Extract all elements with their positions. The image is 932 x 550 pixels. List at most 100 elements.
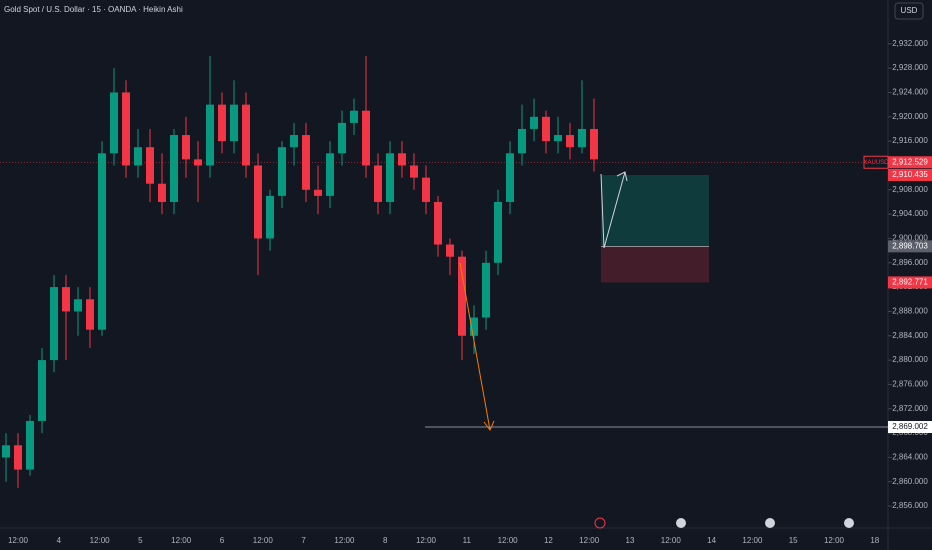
candle-body (134, 147, 142, 166)
event-icon[interactable] (594, 517, 606, 529)
candle-body (122, 92, 130, 166)
currency-label[interactable]: USD (901, 6, 918, 15)
y-tick-label: 2,908.000 (892, 185, 928, 194)
candle-body (566, 135, 574, 148)
entry-label: 2,898.703 (892, 241, 928, 250)
candle-body (2, 445, 10, 458)
candle-body (26, 420, 34, 470)
candle-body (74, 299, 82, 312)
chart-title: Gold Spot / U.S. Dollar · 15 · OANDA · H… (4, 5, 183, 14)
x-tick-label: 15 (789, 536, 798, 545)
level-label-bg (888, 421, 932, 434)
x-tick-label: 6 (220, 536, 225, 545)
x-tick-label: 12:00 (824, 536, 845, 545)
x-tick-label: 12:00 (742, 536, 763, 545)
x-tick-label: 18 (870, 536, 879, 545)
candle-body (590, 128, 598, 160)
candle-body (446, 244, 454, 257)
candle-body (554, 135, 562, 142)
candle-body (158, 183, 166, 202)
profit-zone (601, 174, 709, 247)
y-tick-label: 2,920.000 (892, 112, 928, 121)
candle-body (230, 104, 238, 142)
x-tick-label: 4 (57, 536, 62, 545)
candle-body (110, 92, 118, 154)
y-tick-label: 2,932.000 (892, 39, 928, 48)
candle-body (362, 110, 370, 166)
event-icon[interactable] (765, 518, 775, 528)
x-tick-label: 12:00 (253, 536, 274, 545)
x-tick-label: 14 (707, 536, 716, 545)
candle-body (242, 104, 250, 166)
drawn-arrow-head (483, 420, 495, 431)
candle-body (398, 153, 406, 166)
candle-body (170, 135, 178, 202)
currency-button[interactable] (894, 2, 924, 20)
x-tick-label: 12:00 (661, 536, 682, 545)
x-tick-label: 12:00 (8, 536, 29, 545)
event-icon[interactable] (844, 518, 854, 528)
y-tick-label: 2,916.000 (892, 136, 928, 145)
y-tick-label: 2,860.000 (892, 477, 928, 486)
candle-body (278, 147, 286, 196)
candle-body (578, 128, 586, 148)
candle-body (350, 110, 358, 123)
stop-label-bg (888, 276, 932, 289)
candle-body (14, 445, 22, 470)
candle-body (254, 165, 262, 239)
candle-body (458, 256, 466, 336)
candle-body (506, 153, 514, 202)
event-icon[interactable] (676, 518, 686, 528)
x-tick-label: 12 (544, 536, 553, 545)
drawn-arrow (600, 171, 626, 249)
y-tick-label: 2,856.000 (892, 501, 928, 510)
candle-body (206, 104, 214, 166)
y-tick-label: 2,864.000 (892, 453, 928, 462)
candle-body (50, 287, 58, 361)
target-label-bg (888, 168, 932, 181)
x-tick-label: 7 (301, 536, 306, 545)
symbol-tag: XAUUSD (863, 160, 889, 166)
candle-body (410, 165, 418, 178)
y-tick-label: 2,888.000 (892, 307, 928, 316)
candle-body (482, 262, 490, 318)
y-tick-label: 2,928.000 (892, 63, 928, 72)
level-label: 2,869.002 (892, 422, 928, 431)
x-tick-label: 12:00 (90, 536, 111, 545)
candle-body (314, 189, 322, 196)
x-tick-label: 8 (383, 536, 388, 545)
target-label: 2,910.435 (892, 170, 928, 179)
candle-body (86, 299, 94, 330)
candle-body (326, 153, 334, 196)
y-tick-label: 2,896.000 (892, 258, 928, 267)
candle-body (338, 122, 346, 154)
x-tick-label: 12:00 (171, 536, 192, 545)
x-tick-label: 5 (138, 536, 143, 545)
candle-body (374, 165, 382, 202)
plot-area (0, 55, 888, 488)
y-tick-label: 2,880.000 (892, 355, 928, 364)
candle-body (386, 153, 394, 202)
x-tick-label: 12:00 (334, 536, 355, 545)
candle-body (422, 177, 430, 202)
x-tick-label: 13 (626, 536, 635, 545)
stop-label: 2,892.771 (892, 278, 928, 287)
candle-body (98, 153, 106, 330)
y-tick-label: 2,872.000 (892, 404, 928, 413)
y-tick-label: 2,884.000 (892, 331, 928, 340)
candle-body (518, 128, 526, 154)
loss-zone (601, 246, 709, 283)
candle-body (494, 201, 502, 263)
entry-label-bg (888, 240, 932, 253)
candle-body (302, 135, 310, 190)
candle-body (290, 135, 298, 148)
candle-body (182, 135, 190, 160)
last-price-label-bg (888, 156, 932, 169)
candle-body (542, 116, 550, 142)
y-tick-label: 2,876.000 (892, 380, 928, 389)
x-tick-label: 12:00 (498, 536, 519, 545)
drawn-arrow-head (616, 171, 628, 182)
candle-body (62, 287, 70, 312)
candle-body (218, 104, 226, 142)
